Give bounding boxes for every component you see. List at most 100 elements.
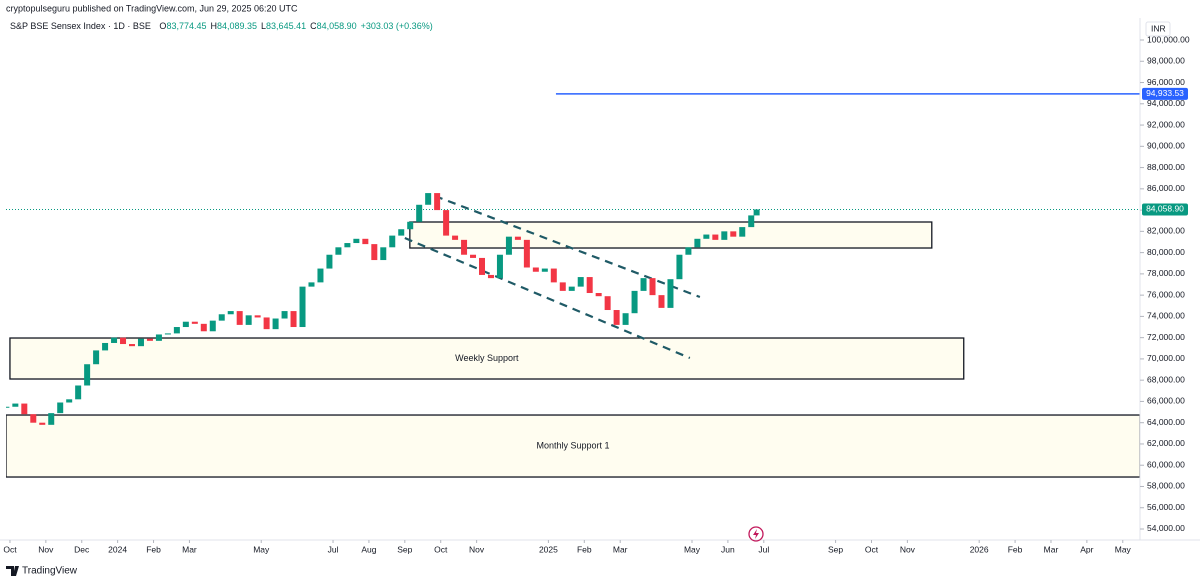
last-price-tag bbox=[1142, 203, 1188, 216]
x-tick-label: Dec bbox=[74, 544, 90, 554]
candle bbox=[470, 254, 477, 258]
x-tick-label: May bbox=[253, 544, 270, 554]
candle bbox=[631, 290, 638, 314]
candle bbox=[6, 406, 10, 408]
x-tick-label: Feb bbox=[1008, 544, 1023, 554]
y-tick-label: 58,000.00 bbox=[1147, 481, 1185, 491]
x-tick-label: Nov bbox=[38, 544, 54, 554]
candle bbox=[595, 293, 602, 297]
zone-label: Monthly Support 1 bbox=[536, 440, 609, 450]
x-tick-label: Mar bbox=[1044, 544, 1059, 554]
x-tick-label: Mar bbox=[613, 544, 628, 554]
candle bbox=[344, 243, 351, 248]
candle bbox=[299, 286, 306, 328]
candle bbox=[146, 338, 153, 341]
plot-area: Weekly Support Monthly Support 1 bbox=[6, 93, 1140, 478]
x-tick-label: Nov bbox=[900, 544, 916, 554]
level-label: 94,933.53 bbox=[1146, 88, 1184, 98]
candle bbox=[452, 235, 459, 240]
candle bbox=[658, 295, 665, 308]
zone bbox=[409, 221, 933, 249]
x-tick-label: Oct bbox=[434, 544, 448, 554]
candle bbox=[649, 278, 656, 296]
candle bbox=[541, 268, 548, 272]
x-tick-label: May bbox=[684, 544, 701, 554]
candle bbox=[753, 209, 760, 216]
x-tick-label: Oct bbox=[3, 544, 17, 554]
candle bbox=[30, 414, 37, 423]
candle bbox=[308, 282, 315, 287]
candle bbox=[380, 247, 387, 261]
y-tick-label: 78,000.00 bbox=[1147, 268, 1185, 278]
candle bbox=[93, 350, 100, 365]
zone bbox=[9, 337, 965, 380]
x-tick-label: 2025 bbox=[539, 544, 558, 554]
candle bbox=[721, 231, 728, 240]
candle bbox=[21, 403, 28, 415]
candle bbox=[568, 286, 575, 291]
candle bbox=[667, 279, 674, 308]
candle bbox=[218, 314, 225, 321]
y-tick-label: 76,000.00 bbox=[1147, 289, 1185, 299]
brand-name: TradingView bbox=[22, 566, 78, 577]
candle bbox=[371, 244, 378, 261]
candle bbox=[272, 318, 279, 330]
y-tick-label: 100,000.00 bbox=[1147, 34, 1190, 44]
candle bbox=[479, 257, 485, 275]
y-tick-label: 66,000.00 bbox=[1147, 396, 1185, 406]
x-tick-label: Mar bbox=[182, 544, 197, 554]
x-tick-label: Feb bbox=[146, 544, 161, 554]
y-tick-label: 68,000.00 bbox=[1147, 374, 1185, 384]
candle bbox=[416, 204, 423, 222]
candle bbox=[111, 337, 118, 343]
candle bbox=[586, 277, 593, 294]
candle bbox=[550, 268, 557, 283]
ohlc-value: 84,089.35 bbox=[217, 21, 257, 31]
change: +303.03 (+0.36%) bbox=[361, 21, 433, 31]
y-tick-label: 72,000.00 bbox=[1147, 332, 1185, 342]
x-tick-label: Jul bbox=[758, 544, 769, 554]
candle bbox=[200, 323, 207, 332]
candle bbox=[622, 313, 629, 325]
y-tick-label: 98,000.00 bbox=[1147, 56, 1185, 66]
y-tick-label: 94,000.00 bbox=[1147, 98, 1185, 108]
candle bbox=[48, 413, 55, 425]
candle bbox=[66, 399, 73, 403]
y-tick-label: 64,000.00 bbox=[1147, 417, 1185, 427]
candle bbox=[137, 338, 144, 347]
currency: INR bbox=[1151, 23, 1166, 33]
y-tick-label: 96,000.00 bbox=[1147, 77, 1185, 87]
y-tick-label: 82,000.00 bbox=[1147, 226, 1185, 236]
y-tick-label: 56,000.00 bbox=[1147, 502, 1185, 512]
candle bbox=[57, 402, 64, 414]
candle bbox=[164, 333, 171, 335]
candle bbox=[748, 215, 755, 228]
candle bbox=[335, 247, 342, 255]
ohlc-key: L bbox=[261, 21, 266, 31]
ohlc-value: 83,645.41 bbox=[266, 21, 306, 31]
candle bbox=[613, 310, 620, 325]
candle bbox=[703, 234, 710, 239]
y-tick-label: 60,000.00 bbox=[1147, 459, 1185, 469]
y-tick-label: 88,000.00 bbox=[1147, 162, 1185, 172]
candle bbox=[254, 315, 261, 318]
candle bbox=[712, 234, 719, 240]
published-line: cryptopulseguru published on TradingView… bbox=[6, 3, 298, 13]
candle bbox=[353, 238, 360, 244]
x-tick-label: Sep bbox=[828, 544, 843, 554]
symbol: S&P BSE Sensex Index · 1D · BSE bbox=[10, 21, 151, 31]
candle bbox=[425, 193, 432, 205]
x-tick-label: Jun bbox=[721, 544, 735, 554]
candle bbox=[75, 385, 82, 400]
candle bbox=[685, 247, 692, 255]
candle bbox=[39, 422, 46, 425]
candle bbox=[155, 334, 162, 341]
candle bbox=[173, 327, 180, 334]
candle bbox=[577, 277, 584, 287]
candle bbox=[604, 296, 611, 311]
candle bbox=[227, 311, 234, 315]
candle bbox=[326, 254, 333, 269]
x-tick-label: May bbox=[1115, 544, 1132, 554]
